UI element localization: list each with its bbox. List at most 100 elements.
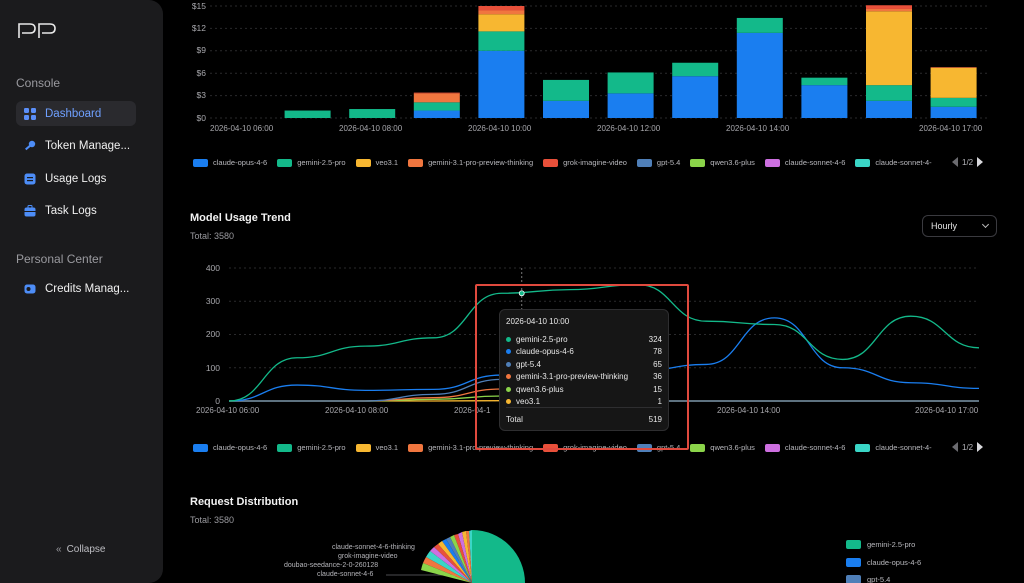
bar-segment[interactable]: [801, 85, 848, 118]
trend-total: Total: 3580: [190, 231, 235, 241]
legend-item[interactable]: claude-sonnet-4-6: [764, 158, 845, 167]
pager-next-icon[interactable]: [977, 442, 984, 452]
legend-item[interactable]: claude-sonnet-4-: [855, 158, 932, 167]
sidebar-item-token-management[interactable]: Token Manage...: [16, 133, 136, 158]
bar-segment[interactable]: [866, 8, 912, 12]
tooltip-series-value: 36: [653, 372, 662, 381]
bar-segment[interactable]: [866, 5, 912, 9]
legend-pager: 1/2: [952, 157, 984, 167]
bar-segment[interactable]: [413, 93, 460, 103]
bar-segment[interactable]: [478, 10, 525, 15]
bar-segment[interactable]: [672, 62, 719, 77]
bar-segment[interactable]: [736, 32, 783, 118]
legend-label: claude-opus-4-6: [213, 443, 268, 452]
x-tick-label: 2026-04-1: [454, 406, 491, 415]
legend-item[interactable]: gemini-3.1-pro-preview-thinking: [408, 158, 533, 167]
sidebar-item-label: Token Manage...: [45, 139, 131, 152]
pager-prev-icon[interactable]: [952, 157, 958, 167]
trend-title: Model Usage Trend: [190, 212, 291, 224]
collapse-button[interactable]: « Collapse: [56, 544, 105, 555]
brand-logo: [18, 23, 56, 38]
distribution-legend-item[interactable]: gpt-5.4: [846, 575, 890, 583]
bar-segment[interactable]: [543, 79, 589, 101]
granularity-select[interactable]: Hourly: [922, 215, 997, 237]
bar-segment[interactable]: [866, 85, 912, 101]
legend-item[interactable]: veo3.1: [355, 443, 398, 452]
sidebar-item-task-logs[interactable]: Task Logs: [16, 198, 136, 223]
pager-text: 1/2: [962, 157, 974, 167]
bar-segment[interactable]: [930, 67, 977, 98]
legend-swatch: [846, 558, 861, 567]
legend-label: gemini-3.1-pro-preview-thinking: [428, 158, 534, 167]
legend-swatch: [543, 443, 559, 452]
legend-swatch: [690, 443, 706, 452]
bar-segment[interactable]: [866, 11, 912, 86]
bar-segment[interactable]: [349, 109, 396, 118]
legend-item[interactable]: gemini-3.1-pro-preview-thinking: [408, 443, 533, 452]
distribution-legend-item[interactable]: claude-opus-4-6: [846, 558, 921, 567]
legend-item[interactable]: qwen3.6-plus: [690, 443, 755, 452]
bar-segment[interactable]: [866, 100, 912, 118]
data-point[interactable]: [518, 290, 525, 297]
bar-segment[interactable]: [801, 77, 848, 86]
bar-segment[interactable]: [543, 100, 589, 118]
legend-item[interactable]: claude-opus-4-6: [193, 443, 267, 452]
legend-item[interactable]: grok-imagine-video: [543, 158, 627, 167]
bar-segment[interactable]: [413, 92, 460, 94]
bar-segment[interactable]: [736, 17, 783, 33]
bar-segment[interactable]: [478, 31, 525, 51]
distribution-total: Total: 3580: [190, 515, 235, 525]
bar-segment[interactable]: [478, 6, 525, 11]
tooltip-row: gemini-2.5-pro 324: [506, 333, 662, 345]
x-tick-label: 2026-04-10 14:00: [717, 406, 781, 415]
bar-segment[interactable]: [413, 110, 460, 118]
bar-segment[interactable]: [607, 72, 654, 94]
sidebar-item-credits-management[interactable]: Credits Manag...: [16, 276, 136, 301]
x-tick-label: 2026-04-10 06:00: [210, 124, 274, 133]
legend-item[interactable]: gpt-5.4: [636, 158, 681, 167]
y-tick-label: $9: [196, 45, 206, 55]
pie-label: grok-imagine-video: [338, 553, 398, 560]
legend-item[interactable]: gpt-5.4: [636, 443, 680, 452]
bar-segment[interactable]: [478, 14, 525, 32]
legend-item[interactable]: claude-opus-4-6: [193, 158, 267, 167]
database-icon: [24, 173, 36, 184]
tooltip-series-value: 1: [657, 397, 662, 406]
bar-segment[interactable]: [284, 110, 331, 118]
sidebar-item-usage-logs[interactable]: Usage Logs: [16, 166, 136, 191]
pager-prev-icon[interactable]: [952, 442, 958, 452]
pager-next-icon[interactable]: [977, 157, 984, 167]
legend-item[interactable]: gemini-2.5-pro: [277, 158, 346, 167]
legend-item[interactable]: gemini-2.5-pro: [277, 443, 346, 452]
pie-label: doubao-seedance-2-0-260128: [284, 562, 379, 569]
pie-slice: [462, 531, 472, 583]
tooltip-series-value: 324: [648, 334, 662, 344]
cost-bar-plot: [210, 5, 990, 119]
bar-segment[interactable]: [607, 93, 654, 118]
x-tick-label: 2026-04-10 14:00: [726, 124, 790, 133]
sidebar-item-label: Credits Manag...: [45, 282, 130, 295]
series-dot-icon: [506, 399, 511, 404]
bar-segment[interactable]: [413, 102, 460, 111]
legend-item[interactable]: grok-imagine-video: [543, 443, 627, 452]
tooltip-series-value: 78: [653, 347, 662, 356]
cost-chart-legend: claude-opus-4-6 gemini-2.5-pro veo3.1 gemin…: [193, 158, 945, 167]
pie-slice: [466, 530, 472, 583]
tooltip-total-label: Total: [506, 414, 523, 424]
bar-segment[interactable]: [478, 50, 525, 118]
sidebar-item-dashboard[interactable]: Dashboard: [16, 101, 136, 126]
bar-segment[interactable]: [930, 67, 977, 68]
tooltip-series-name: qwen3.6-plus: [516, 384, 564, 394]
bar-segment[interactable]: [672, 76, 719, 118]
collapse-label: Collapse: [66, 544, 106, 555]
bar-segment[interactable]: [930, 97, 977, 107]
distribution-legend-item[interactable]: gemini-2.5-pro: [846, 540, 915, 549]
tooltip-series-name: gemini-2.5-pro: [516, 334, 568, 344]
legend-label: gpt-5.4: [656, 158, 681, 167]
legend-swatch: [408, 158, 424, 167]
bar-segment[interactable]: [930, 106, 977, 118]
legend-item[interactable]: qwen3.6-plus: [690, 158, 755, 167]
legend-item[interactable]: claude-sonnet-4-6: [764, 443, 845, 452]
legend-item[interactable]: veo3.1: [355, 158, 398, 167]
legend-item[interactable]: claude-sonnet-4-: [855, 443, 932, 452]
